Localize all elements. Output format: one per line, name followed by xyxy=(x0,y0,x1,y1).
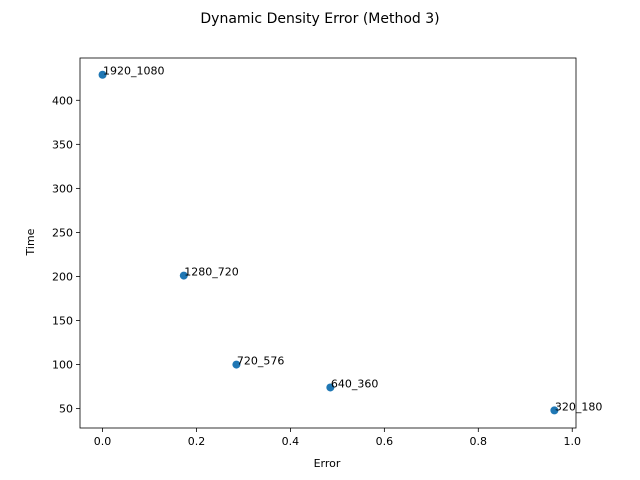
x-tick-label: 0.6 xyxy=(376,435,394,448)
point-label: 720_576 xyxy=(237,355,285,368)
point-label: 1920_1080 xyxy=(103,65,165,78)
data-point xyxy=(326,383,335,392)
y-tick-label: 150 xyxy=(52,315,73,328)
chart-title: Dynamic Density Error (Method 3) xyxy=(200,11,439,27)
data-point xyxy=(550,406,559,415)
x-tick-label: 0.8 xyxy=(470,435,488,448)
y-tick-label: 200 xyxy=(52,270,73,283)
y-tick-label: 300 xyxy=(52,182,73,195)
y-axis-label: Time xyxy=(24,228,37,256)
point-label: 1280_720 xyxy=(184,266,239,279)
x-tick-label: 0.2 xyxy=(188,435,206,448)
y-tick-label: 100 xyxy=(52,359,73,372)
x-tick-label: 0.0 xyxy=(94,435,112,448)
data-point xyxy=(98,70,107,79)
data-point xyxy=(179,271,188,280)
point-label: 320_180 xyxy=(555,400,603,413)
axes-frame xyxy=(79,57,577,429)
x-tick-label: 0.4 xyxy=(282,435,300,448)
x-tick-label: 1.0 xyxy=(563,435,581,448)
plot-area: 0.0 0.2 0.4 0.6 0.8 1.0 50 100 150 200 250 300 350 40… xyxy=(52,57,603,448)
data-point xyxy=(232,360,241,369)
y-tick-label: 50 xyxy=(59,403,73,416)
y-tick-label: 250 xyxy=(52,226,73,239)
y-tick-label: 400 xyxy=(52,94,73,107)
y-tick-label: 350 xyxy=(52,138,73,151)
point-label: 640_360 xyxy=(331,377,379,390)
x-axis-label: Error xyxy=(314,457,341,470)
